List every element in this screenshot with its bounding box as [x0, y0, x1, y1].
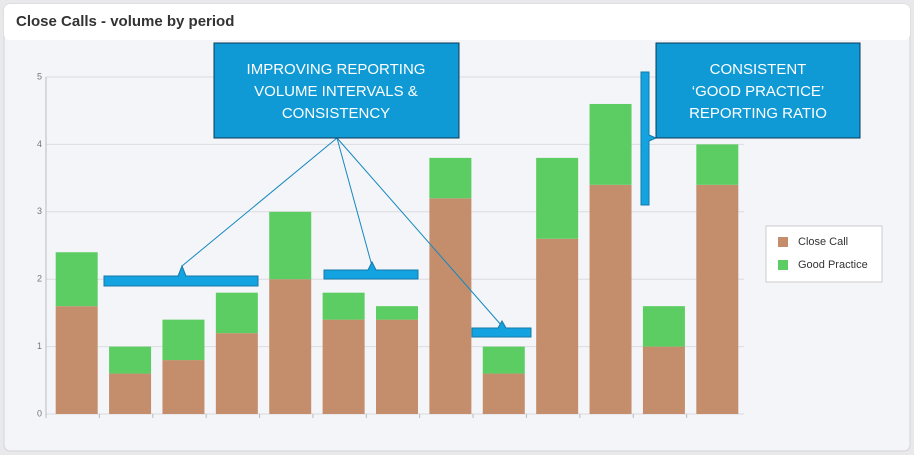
- bar-segment: [162, 319, 205, 361]
- bar-segment: [269, 279, 312, 414]
- annotations: IMPROVING REPORTING VOLUME INTERVALS & CON…: [247, 61, 827, 122]
- bar-segment: [642, 306, 685, 347]
- bar-segment: [429, 198, 472, 414]
- bar-segment: [376, 319, 418, 414]
- annotation-text: REPORTING RATIO: [689, 105, 827, 122]
- bar-segment: [55, 252, 98, 307]
- bar-segment: [322, 292, 365, 320]
- bar-segment: [269, 211, 312, 280]
- plot: 0 1 2 3 4 5: [37, 71, 744, 418]
- bar-segment: [376, 306, 418, 320]
- annotation-text: ‘GOOD PRACTICE’: [692, 83, 825, 100]
- bar-segment: [55, 306, 98, 414]
- y-tick-label: 3: [37, 206, 42, 216]
- connector: [181, 137, 338, 267]
- bar-segment: [536, 238, 579, 414]
- bar-segment: [482, 373, 525, 414]
- annotation-text: VOLUME INTERVALS &: [254, 83, 418, 100]
- y-tick-label: 5: [37, 71, 42, 81]
- y-tick-label: 4: [37, 139, 42, 149]
- callout: [213, 42, 460, 139]
- bar-segment: [482, 346, 525, 374]
- connector: [336, 137, 503, 327]
- connector: [336, 137, 373, 267]
- legend-items: Close Call Good Practice: [778, 236, 868, 271]
- bar-segment: [536, 157, 579, 239]
- bracket: [471, 319, 532, 338]
- legend-swatch: [778, 260, 788, 270]
- bar-segment: [322, 319, 365, 414]
- y-tick-label: 0: [37, 408, 42, 418]
- bar-segment: [642, 346, 685, 414]
- chart-title: Close Calls - volume by period: [16, 13, 234, 30]
- annotation-shapes: [103, 42, 861, 338]
- y-tick-label: 1: [37, 341, 42, 351]
- bar-segment: [109, 373, 152, 414]
- bar-segment: [215, 292, 258, 334]
- bar-segment: [589, 103, 632, 185]
- bar-segment: [696, 184, 739, 414]
- bar-segment: [696, 144, 739, 185]
- header: [4, 4, 910, 40]
- bar-segment: [215, 333, 258, 414]
- bar-segment: [162, 360, 205, 414]
- legend: [765, 225, 883, 283]
- bar-segment: [429, 157, 472, 199]
- legend-label: Good Practice: [798, 259, 868, 271]
- annotation-text: IMPROVING REPORTING: [247, 61, 426, 78]
- bracket: [323, 260, 419, 280]
- annotation-text: CONSISTENT: [710, 61, 807, 78]
- callout: [655, 42, 861, 139]
- legend-swatch: [778, 237, 788, 247]
- bracket: [640, 71, 658, 206]
- y-tick-label: 2: [37, 274, 42, 284]
- legend-label: Close Call: [798, 236, 848, 248]
- annotation-text: CONSISTENCY: [282, 105, 390, 122]
- bar-segment: [109, 346, 152, 374]
- bar-segment: [589, 184, 632, 414]
- bracket: [103, 264, 259, 287]
